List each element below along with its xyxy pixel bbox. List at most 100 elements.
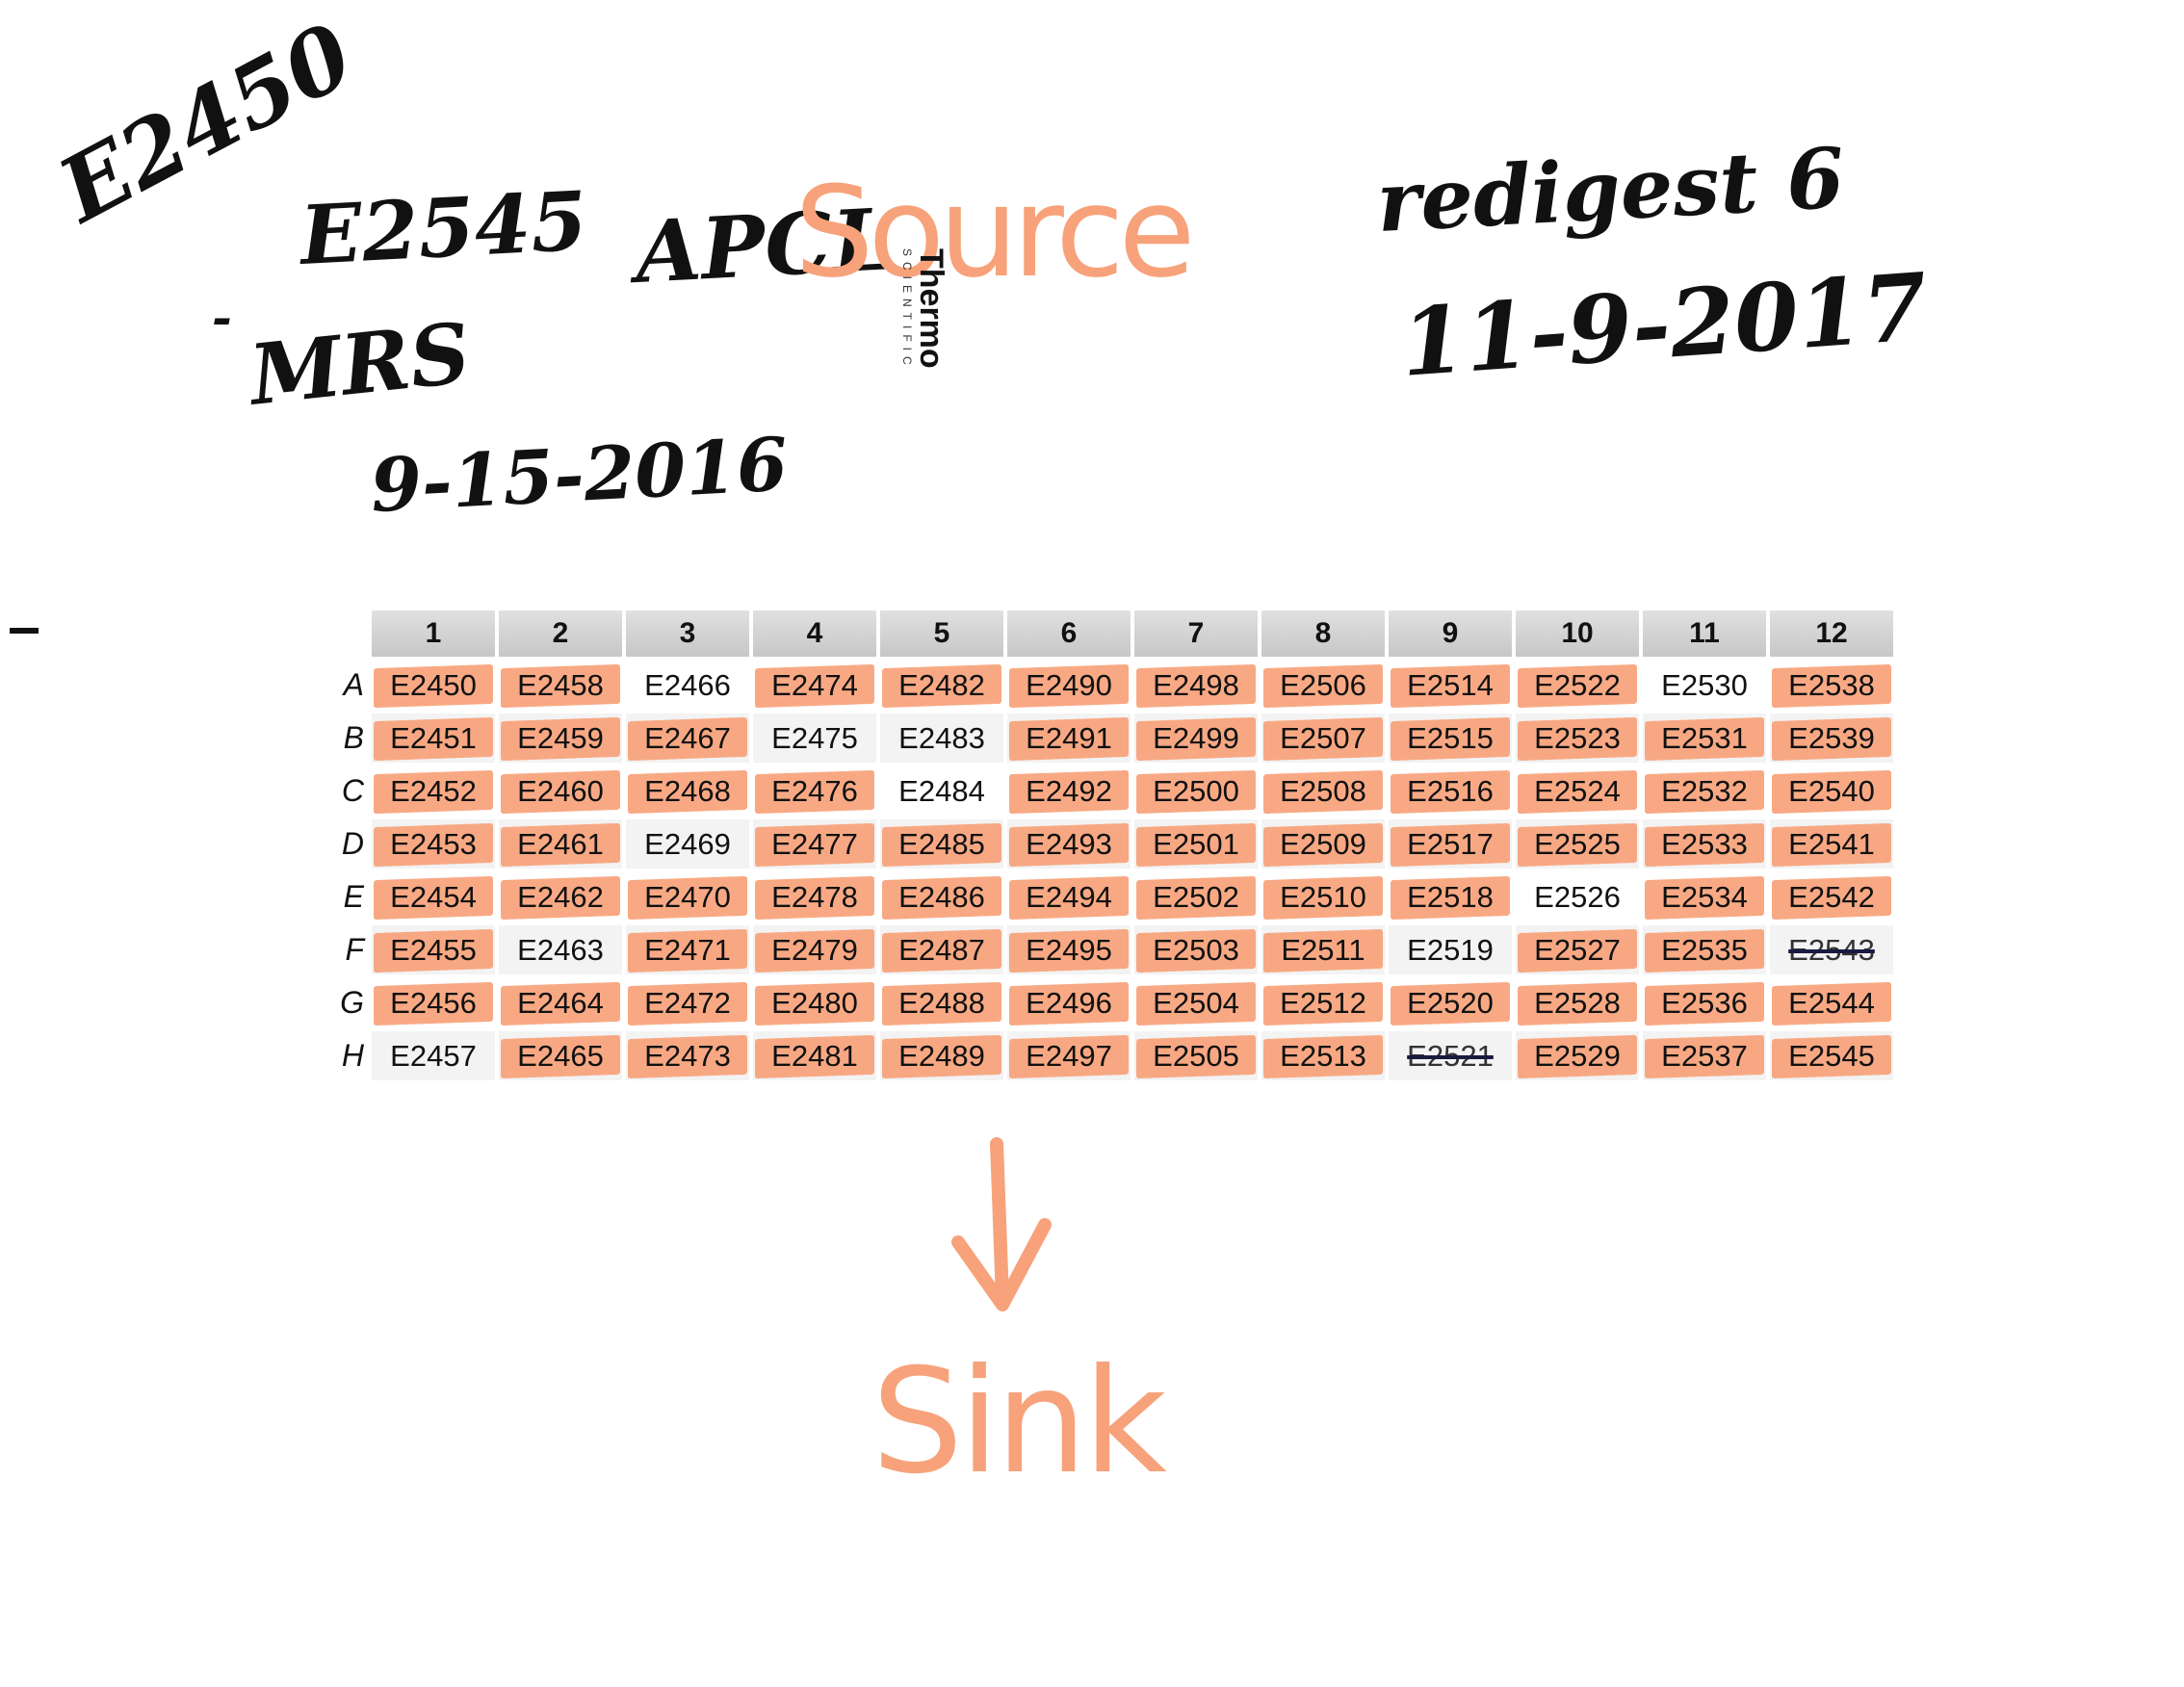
well: E2484 [880, 766, 1003, 816]
well-highlighted: E2476 [753, 766, 876, 816]
well-id: E2503 [1153, 932, 1239, 967]
well-highlighted: E2503 [1134, 925, 1258, 974]
well-id: E2514 [1407, 667, 1494, 702]
well-highlighted: E2472 [626, 978, 749, 1027]
well-highlighted: E2514 [1389, 661, 1512, 710]
well-id: E2471 [644, 932, 731, 967]
well-id: E2520 [1407, 985, 1494, 1020]
well-highlighted: E2461 [499, 819, 622, 869]
well-id: E2544 [1788, 985, 1875, 1020]
well: E2469 [626, 819, 749, 869]
well: E2457 [372, 1031, 495, 1080]
well-highlighted: E2536 [1643, 978, 1766, 1027]
plate-row: G E2456 E2464 E2472 E2480 E2488 E2496 E2504 E251… [329, 978, 1893, 1027]
handwritten-redigest: redigest 6 [1374, 129, 1847, 251]
well-highlighted: E2487 [880, 925, 1003, 974]
well-highlighted: E2501 [1134, 819, 1258, 869]
well-highlighted: E2471 [626, 925, 749, 974]
well-id: E2512 [1280, 985, 1366, 1020]
column-header: 12 [1770, 610, 1893, 657]
well: E2466 [626, 661, 749, 710]
well-highlighted: E2540 [1770, 766, 1893, 816]
well-id: E2494 [1026, 879, 1112, 914]
well-id: E2528 [1534, 985, 1621, 1020]
well-highlighted: E2486 [880, 872, 1003, 921]
well-id: E2456 [390, 985, 477, 1020]
well-highlighted: E2539 [1770, 714, 1893, 763]
well-highlighted: E2451 [372, 714, 495, 763]
well-id: E2454 [390, 879, 477, 914]
row-label: B [343, 720, 364, 755]
well-highlighted: E2525 [1516, 819, 1639, 869]
well-highlighted: E2538 [1770, 661, 1893, 710]
well-highlighted: E2460 [499, 766, 622, 816]
row-label: D [341, 826, 364, 861]
well-id: E2467 [644, 720, 731, 755]
row-label: A [343, 667, 364, 702]
well-id: E2538 [1788, 667, 1875, 702]
well-highlighted: E2492 [1007, 766, 1131, 816]
well-id: E2495 [1026, 932, 1112, 967]
well-highlighted: E2523 [1516, 714, 1639, 763]
well-highlighted: E2482 [880, 661, 1003, 710]
well-id: E2508 [1280, 773, 1366, 808]
well-highlighted: E2488 [880, 978, 1003, 1027]
column-header: 10 [1516, 610, 1639, 657]
plate-row: F E2455 E2463 E2471 E2479 E2487 E2495 E2503 E251… [329, 925, 1893, 974]
well: E2463 [499, 925, 622, 974]
well-id: E2530 [1661, 667, 1748, 702]
well-id: E2457 [390, 1038, 477, 1073]
margin-mark [10, 628, 39, 634]
well-highlighted: E2459 [499, 714, 622, 763]
well-id: E2451 [390, 720, 477, 755]
handwritten-source-label: Source [794, 159, 1195, 305]
well-id: E2511 [1281, 932, 1365, 967]
well-id: E2540 [1788, 773, 1875, 808]
row-label: F [345, 932, 364, 967]
well-id: E2502 [1153, 879, 1239, 914]
well-id: E2526 [1534, 879, 1621, 914]
well-id: E2458 [517, 667, 604, 702]
column-header: 11 [1643, 610, 1766, 657]
well-highlighted: E2520 [1389, 978, 1512, 1027]
well-highlighted: E2462 [499, 872, 622, 921]
well-id: E2485 [898, 826, 985, 861]
well-highlighted: E2494 [1007, 872, 1131, 921]
well-id: E2541 [1788, 826, 1875, 861]
well-id: E2529 [1534, 1038, 1621, 1073]
well-highlighted: E2508 [1261, 766, 1385, 816]
well-id: E2452 [390, 773, 477, 808]
well-id: E2499 [1153, 720, 1239, 755]
well-id: E2531 [1661, 720, 1748, 755]
well-id: E2478 [771, 879, 858, 914]
well-id: E2513 [1280, 1038, 1366, 1073]
row-label: H [341, 1038, 364, 1073]
well-highlighted: E2535 [1643, 925, 1766, 974]
well-id: E2533 [1661, 826, 1748, 861]
plate-row: B E2451 E2459 E2467 E2475 E2483 E2491 E2499 E250… [329, 714, 1893, 763]
well-id: E2510 [1280, 879, 1366, 914]
well-highlighted: E2509 [1261, 819, 1385, 869]
well-id: E2518 [1407, 879, 1494, 914]
well-highlighted: E2498 [1134, 661, 1258, 710]
well-highlighted: E2512 [1261, 978, 1385, 1027]
well-id: E2535 [1661, 932, 1748, 967]
well-id: E2470 [644, 879, 731, 914]
well-id: E2464 [517, 985, 604, 1020]
well-id: E2500 [1153, 773, 1239, 808]
well-id: E2476 [771, 773, 858, 808]
well-highlighted: E2518 [1389, 872, 1512, 921]
well-highlighted: E2502 [1134, 872, 1258, 921]
well-highlighted: E2497 [1007, 1031, 1131, 1080]
well-highlighted: E2493 [1007, 819, 1131, 869]
well-highlighted: E2452 [372, 766, 495, 816]
well-id: E2516 [1407, 773, 1494, 808]
well-id: E2539 [1788, 720, 1875, 755]
well-id: E2491 [1026, 720, 1112, 755]
well-id: E2504 [1153, 985, 1239, 1020]
well-id: E2453 [390, 826, 477, 861]
handwritten-date-original: 9-15-2016 [368, 421, 791, 529]
well-highlighted: E2524 [1516, 766, 1639, 816]
well-id: E2498 [1153, 667, 1239, 702]
well-struck: E2543 [1770, 925, 1893, 974]
